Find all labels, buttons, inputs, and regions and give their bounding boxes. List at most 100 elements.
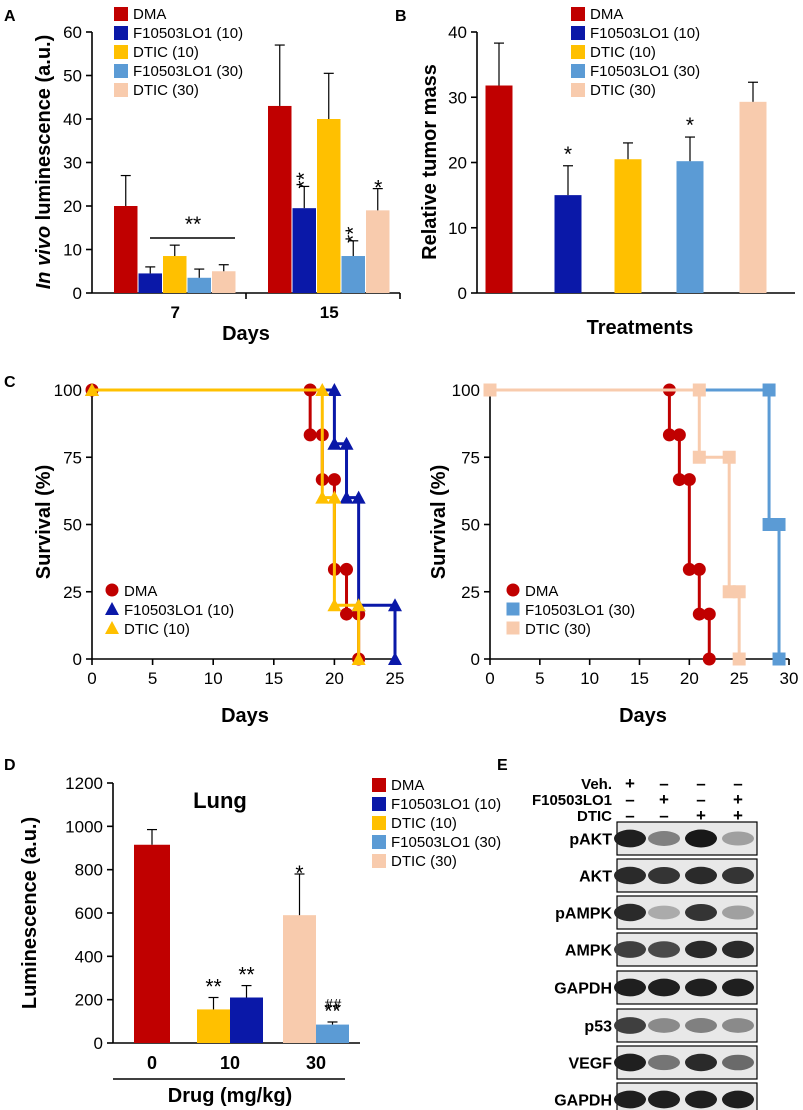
b-legend-label-0: DMA (590, 6, 623, 23)
e-blot-label: pAMPK (555, 906, 612, 923)
b-bar (485, 85, 513, 293)
c-right-x-tick-label: 0 (485, 669, 494, 688)
c-left-y-tick-label: 25 (63, 583, 82, 602)
b-y-axis-label: Relative tumor mass (419, 64, 441, 260)
c-right-point (702, 607, 716, 621)
e-band (648, 1054, 680, 1071)
c-left-y-axis-label-part-0: Survival (%) (33, 465, 55, 579)
c-right-legend-marker-2 (506, 621, 520, 635)
e-band (722, 866, 754, 885)
a-legend-swatch-2 (114, 45, 128, 59)
d-legend-label-4: DTIC (30) (391, 853, 457, 870)
a-x-tick-label: 15 (320, 303, 339, 322)
e-band (648, 978, 680, 997)
b-legend-swatch-1 (571, 26, 585, 40)
c-left-point (388, 652, 402, 665)
c-right-point (722, 585, 736, 599)
d-legend-label-2: DTIC (10) (391, 815, 457, 832)
e-band (614, 1090, 646, 1109)
c-right-x-tick-label: 30 (780, 669, 799, 688)
a-legend-label-1: F10503LO1 (10) (133, 25, 243, 42)
c-right-point (682, 562, 696, 576)
d-y-axis-label: Luminescence (a.u.) (19, 817, 41, 1009)
e-band (722, 831, 754, 846)
c-right-legend-marker-0 (506, 583, 520, 597)
a-bar (187, 277, 211, 293)
c-left-point (327, 490, 342, 504)
a-bar (163, 256, 187, 293)
c-left-point (327, 598, 342, 612)
e-band (648, 831, 680, 846)
a-legend-label-4: DTIC (30) (133, 82, 199, 99)
e-band (685, 903, 717, 922)
e-header-mark-0-2: – (696, 774, 705, 793)
e-blot-label: pAKT (569, 832, 612, 849)
e-band (614, 866, 646, 885)
d-bar (230, 997, 263, 1043)
c-right-point (692, 383, 706, 397)
c-left-point (85, 383, 99, 396)
c-right-x-tick-label: 20 (680, 669, 699, 688)
d-hash-label: ## (325, 996, 342, 1013)
c-left-legend-marker-2 (105, 621, 119, 634)
panel-letter-c: C (4, 374, 16, 391)
a-y-axis-label-part-0: In vivo (33, 226, 55, 289)
c-left-point (351, 598, 366, 612)
d-bar (134, 844, 170, 1043)
b-y-tick-label: 10 (448, 219, 467, 238)
c-left-point (351, 490, 366, 504)
d-sig-label: ** (205, 976, 221, 999)
c-left-x-tick-label: 15 (264, 669, 283, 688)
a-legend-swatch-1 (114, 26, 128, 40)
c-left-point (303, 428, 317, 442)
a-x-tick-label: 7 (171, 303, 180, 322)
e-band (722, 940, 754, 959)
b-legend-label-1: F10503LO1 (10) (590, 25, 700, 42)
d-legend-swatch-1 (372, 797, 386, 811)
e-band (685, 1090, 717, 1109)
c-right-point (692, 450, 706, 464)
e-blot-label: GAPDH (554, 981, 612, 998)
c-right-point (483, 383, 497, 397)
d-y-tick-label: 600 (75, 904, 103, 923)
a-x-axis-label: Days (222, 323, 270, 345)
e-header-mark-2-1: – (659, 806, 668, 825)
c-left-point (339, 490, 354, 504)
d-x-tick-label: 10 (220, 1053, 240, 1073)
c-right-x-tick-label: 10 (580, 669, 599, 688)
c-right-point (662, 428, 676, 442)
a-legend-swatch-0 (114, 7, 128, 21)
d-y-tick-label: 1200 (65, 774, 103, 793)
c-left-point (327, 383, 342, 396)
d-x-axis-label: Drug (mg/kg) (168, 1085, 292, 1107)
c-right-y-tick-label: 75 (461, 448, 480, 467)
a-legend-label-0: DMA (133, 6, 166, 23)
c-right-x-axis-label: Days (619, 705, 667, 727)
e-header-mark-1-0: – (625, 790, 634, 809)
c-left-y-axis-label: Survival (%) (33, 465, 55, 579)
e-header-mark-1-3: + (733, 790, 743, 809)
e-header-mark-2-0: – (625, 806, 634, 825)
c-left-y-tick-label: 0 (73, 650, 82, 669)
b-legend-label-2: DTIC (10) (590, 44, 656, 61)
e-band (722, 1018, 754, 1033)
b-y-tick-label: 0 (458, 284, 467, 303)
e-band (648, 905, 680, 920)
c-right-point (692, 562, 706, 576)
e-band (685, 829, 717, 848)
e-band (685, 940, 717, 959)
e-band (722, 1090, 754, 1109)
c-right-legend-label-1: F10503LO1 (30) (525, 602, 635, 619)
d-y-tick-label: 1000 (65, 817, 103, 836)
e-blot-label: AMPK (565, 943, 613, 960)
a-y-tick-label: 20 (63, 197, 82, 216)
a-y-axis-label: In vivo luminescence (a.u.) (33, 35, 55, 290)
a-bar (138, 273, 162, 293)
a-bar (341, 256, 365, 293)
d-y-tick-label: 800 (75, 861, 103, 880)
a-y-axis-label-part-1: luminescence (a.u.) (33, 35, 55, 226)
d-y-tick-label: 200 (75, 991, 103, 1010)
c-right-point (702, 652, 716, 666)
c-right-y-tick-label: 100 (452, 381, 480, 400)
